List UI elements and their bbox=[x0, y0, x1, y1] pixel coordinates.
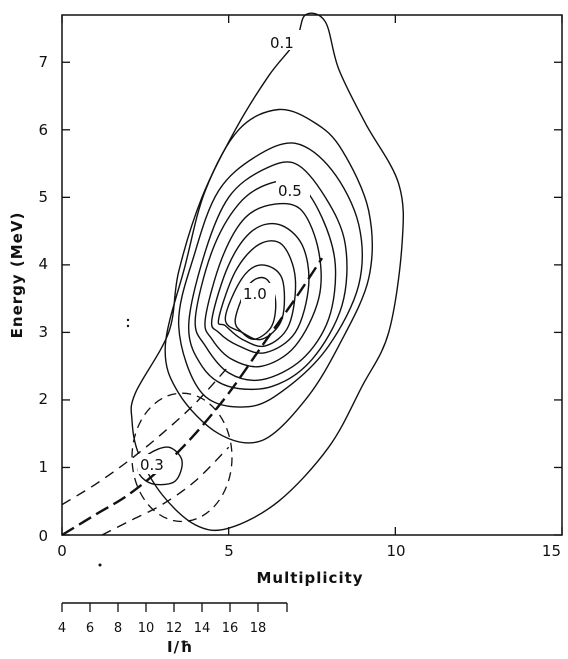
spin-tick-label: 14 bbox=[194, 621, 211, 636]
dashed-curve-central bbox=[61, 257, 324, 537]
y-tick-label: 5 bbox=[38, 188, 48, 206]
axis-ticks bbox=[61, 15, 563, 536]
y-tick-label: 3 bbox=[38, 323, 48, 341]
contour-label-0.5: 0.5 bbox=[278, 182, 302, 200]
spin-tick-label: 18 bbox=[250, 621, 267, 636]
x-tick-label: 5 bbox=[224, 542, 234, 560]
plot-frame bbox=[61, 14, 563, 536]
y-tick-label: 7 bbox=[38, 53, 48, 71]
contour-line-10 bbox=[137, 446, 183, 486]
spin-axis-title: I/ħ bbox=[167, 638, 193, 656]
spin-tick-label: 12 bbox=[166, 621, 183, 636]
dashed-curve-upper bbox=[61, 365, 230, 506]
y-tick-label: 0 bbox=[38, 527, 48, 545]
y-tick-label: 6 bbox=[38, 121, 48, 139]
dashed-ellipse bbox=[131, 392, 233, 523]
contour-line-4 bbox=[194, 179, 337, 382]
scan-marks bbox=[98, 318, 130, 567]
y-tick-labels: 0 1 2 3 4 5 6 7 bbox=[38, 53, 48, 545]
dashed-curves bbox=[61, 257, 324, 537]
contour-line-1 bbox=[164, 108, 373, 444]
spin-tick-label: 10 bbox=[138, 621, 155, 636]
contour-label-1.0: 1.0 bbox=[243, 285, 267, 303]
spin-tick-label: 8 bbox=[114, 621, 122, 636]
spin-axis: 4 6 8 10 12 14 16 18 I/ħ bbox=[58, 602, 288, 656]
y-tick-label: 1 bbox=[38, 458, 48, 476]
contour-line-3 bbox=[187, 161, 348, 391]
contour-lines bbox=[130, 12, 405, 532]
x-tick-label: 10 bbox=[386, 542, 405, 560]
y-tick-label: 2 bbox=[38, 390, 48, 408]
contour-line-2 bbox=[177, 142, 363, 408]
contour-label-group: 0.1 0.5 1.0 0.3 bbox=[138, 30, 310, 474]
x-tick-label: 0 bbox=[57, 542, 67, 560]
spin-tick-label: 6 bbox=[86, 621, 94, 636]
contour-line-0 bbox=[130, 12, 405, 532]
x-tick-labels: 0 5 10 15 bbox=[57, 542, 561, 560]
spin-tick-label: 16 bbox=[222, 621, 239, 636]
y-tick-label: 4 bbox=[38, 255, 48, 273]
x-axis-title: Multiplicity bbox=[256, 569, 363, 587]
contour-label-0.3: 0.3 bbox=[140, 456, 164, 474]
contour-line-6 bbox=[210, 222, 310, 354]
contour-label-0.1: 0.1 bbox=[270, 34, 294, 52]
contour-line-7 bbox=[217, 240, 297, 348]
dashed-curve-lower bbox=[101, 446, 230, 536]
contour-line-5 bbox=[204, 202, 322, 368]
x-tick-label: 15 bbox=[542, 542, 561, 560]
y-axis-title: Energy (MeV) bbox=[8, 212, 26, 339]
spin-tick-label: 4 bbox=[58, 621, 66, 636]
